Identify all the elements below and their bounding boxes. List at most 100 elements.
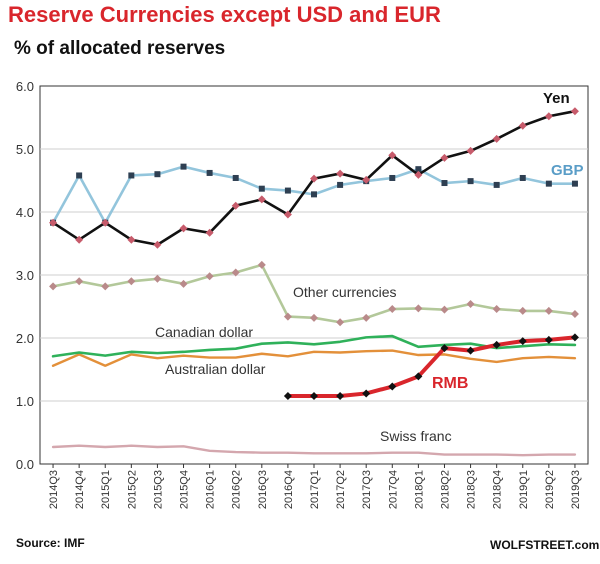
data-point-yen [127, 235, 136, 244]
data-point-other-currencies [179, 279, 188, 288]
x-tick-label: 2016Q3 [257, 470, 269, 509]
series-label-gbp: GBP [551, 162, 584, 179]
data-point-other-currencies [310, 313, 318, 322]
data-point-other-currencies [362, 313, 371, 322]
data-point-other-currencies [283, 312, 292, 321]
data-point-other-currencies [544, 306, 553, 315]
data-point-yen [362, 175, 371, 184]
y-tick-label: 3.0 [16, 268, 34, 283]
data-point-other-currencies [49, 282, 58, 291]
data-point-gbp [258, 185, 265, 192]
chart-title: Reserve Currencies except USD and EUR [8, 2, 441, 27]
x-tick-label: 2017Q3 [361, 470, 373, 509]
x-tick-label: 2019Q2 [544, 470, 556, 509]
x-tick-label: 2015Q4 [179, 470, 191, 509]
data-point-gbp [206, 169, 213, 176]
data-point-gbp [284, 187, 291, 194]
x-tick-label: 2018Q4 [492, 470, 504, 509]
data-point-yen [440, 153, 449, 162]
data-point-rmb [492, 340, 501, 349]
data-point-other-currencies [440, 305, 449, 314]
series-line-swiss-franc [51, 444, 577, 457]
y-tick-label: 1.0 [16, 394, 34, 409]
x-tick-label: 2015Q1 [100, 470, 112, 509]
data-point-rmb [388, 382, 397, 391]
x-tick-label: 2016Q1 [205, 470, 217, 509]
data-point-yen [544, 112, 553, 121]
data-point-yen [414, 170, 423, 179]
chart-source: Source: IMF [16, 536, 85, 550]
data-point-other-currencies [414, 304, 423, 313]
data-point-rmb [310, 391, 318, 400]
data-point-gbp [311, 191, 317, 198]
data-point-yen [205, 228, 214, 237]
data-point-rmb [283, 391, 292, 400]
y-tick-label: 5.0 [16, 142, 34, 157]
data-point-gbp [128, 172, 135, 179]
data-point-gbp [571, 180, 578, 187]
data-point-gbp [232, 174, 239, 181]
data-point-yen [518, 121, 527, 130]
data-point-other-currencies [127, 277, 136, 286]
data-point-yen [570, 107, 579, 116]
data-point-gbp [467, 178, 474, 185]
data-point-other-currencies [388, 305, 397, 314]
data-point-yen [75, 235, 84, 244]
data-point-other-currencies [75, 277, 84, 286]
series-line-rmb [285, 335, 577, 398]
chart-credit: WOLFSTREET.com [490, 538, 600, 552]
series-label-swiss-franc: Swiss franc [380, 428, 452, 444]
x-tick-label: 2019Q3 [570, 470, 582, 509]
data-point-yen [101, 218, 110, 227]
series-label-australian-dollar: Australian dollar [165, 361, 266, 377]
data-point-rmb [466, 346, 475, 355]
data-point-other-currencies [570, 310, 579, 319]
x-tick-label: 2017Q1 [309, 470, 321, 509]
data-point-gbp [154, 171, 161, 178]
data-point-gbp [545, 180, 552, 187]
data-point-yen [336, 169, 345, 178]
data-point-rmb [336, 391, 345, 400]
data-point-yen [153, 240, 162, 249]
data-point-other-currencies [231, 268, 240, 277]
data-point-gbp [180, 163, 187, 170]
data-point-other-currencies [466, 299, 475, 308]
data-point-other-currencies [101, 282, 110, 291]
data-point-other-currencies [205, 272, 214, 281]
data-point-other-currencies [492, 305, 501, 314]
data-point-other-currencies [336, 318, 345, 327]
data-point-other-currencies [518, 306, 527, 315]
data-point-yen [179, 224, 188, 233]
x-tick-label: 2018Q2 [439, 470, 451, 509]
series-line-australian-dollar [51, 349, 577, 367]
data-point-yen [257, 195, 266, 204]
data-point-other-currencies [257, 260, 266, 269]
data-point-rmb [440, 344, 449, 353]
data-point-gbp [519, 174, 526, 181]
data-point-gbp [389, 174, 396, 181]
x-tick-label: 2016Q2 [231, 470, 243, 509]
data-point-gbp [441, 180, 448, 187]
data-point-rmb [362, 389, 371, 398]
data-point-yen [466, 146, 475, 155]
y-tick-label: 0.0 [16, 457, 34, 472]
data-point-gbp [415, 166, 422, 173]
x-tick-label: 2016Q4 [283, 470, 295, 509]
data-point-rmb [570, 333, 579, 342]
data-point-yen [231, 201, 240, 210]
x-tick-label: 2015Q2 [126, 470, 138, 509]
data-point-gbp [493, 181, 500, 188]
x-tick-label: 2014Q4 [74, 470, 86, 509]
data-point-rmb [544, 335, 553, 344]
data-point-other-currencies [153, 274, 162, 283]
data-point-gbp [337, 181, 344, 188]
x-tick-label: 2017Q2 [335, 470, 347, 509]
data-point-yen [388, 151, 397, 160]
y-tick-label: 4.0 [16, 205, 34, 220]
data-point-yen [49, 218, 58, 227]
chart-subtitle: % of allocated reserves [14, 38, 226, 59]
x-tick-label: 2015Q3 [152, 470, 164, 509]
series-label-other-currencies: Other currencies [293, 284, 396, 300]
data-point-yen [492, 134, 501, 143]
